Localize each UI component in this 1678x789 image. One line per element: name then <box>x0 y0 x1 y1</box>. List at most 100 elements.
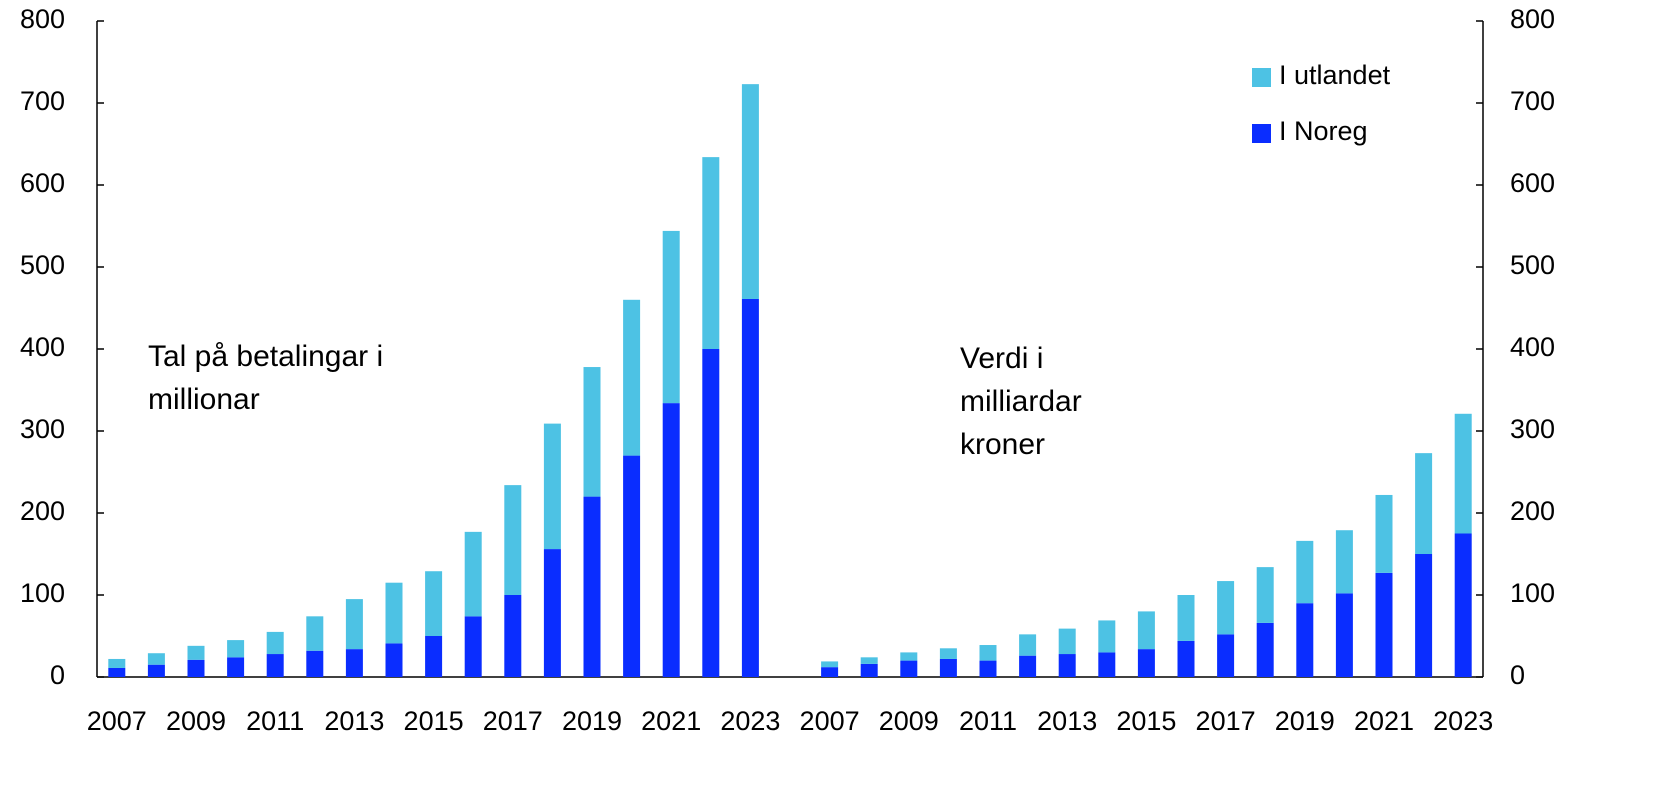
bar-segment <box>464 531 482 617</box>
bar-segment <box>623 455 641 677</box>
bar-segment <box>425 636 443 677</box>
bar-segment <box>425 571 443 636</box>
bar-segment <box>504 595 522 677</box>
x-tick-label: 2011 <box>959 706 1017 736</box>
bar-segment <box>860 663 878 677</box>
bar-segment <box>385 643 403 677</box>
y2-tick-label: 600 <box>1510 168 1555 198</box>
bar-segment <box>1217 634 1235 677</box>
bar-segment <box>306 616 324 651</box>
bar-segment <box>979 660 997 677</box>
bar-segment <box>1375 494 1393 573</box>
y2-tick-label: 300 <box>1510 414 1555 444</box>
bar-segment <box>1375 572 1393 677</box>
y-tick-label: 600 <box>20 168 65 198</box>
x-tick-label: 2007 <box>800 706 860 736</box>
bar-segment <box>741 84 759 299</box>
bar-segment <box>821 667 839 677</box>
x-tick-label: 2011 <box>246 706 304 736</box>
bar-segment <box>543 423 561 550</box>
legend-swatch <box>1252 124 1271 143</box>
y-tick-label: 100 <box>20 578 65 608</box>
bar-segment <box>1098 620 1116 653</box>
bar-segment <box>1177 595 1195 641</box>
y2-tick-label: 800 <box>1510 4 1555 34</box>
legend-label: I Noreg <box>1279 116 1368 146</box>
bar-segment <box>345 599 363 650</box>
x-tick-label: 2023 <box>1433 706 1493 736</box>
x-tick-label: 2019 <box>562 706 622 736</box>
bar-segment <box>227 640 245 658</box>
bar-segment <box>939 648 957 659</box>
annotation: millionar <box>148 383 260 416</box>
bar-segment <box>662 230 680 404</box>
bar-segment <box>702 157 720 349</box>
bar-segment <box>266 654 284 677</box>
bar-segment <box>1019 634 1037 656</box>
x-tick-label: 2007 <box>87 706 147 736</box>
annotation: Tal på betalingar i <box>148 340 383 373</box>
y2-tick-label: 0 <box>1510 660 1525 690</box>
bar-segment <box>1296 603 1314 677</box>
bar-segment <box>147 653 165 665</box>
y-tick-label: 200 <box>20 496 65 526</box>
bar-segment <box>1058 628 1076 655</box>
bar-segment <box>227 657 245 677</box>
bar-segment <box>1019 655 1037 677</box>
x-tick-label: 2019 <box>1275 706 1335 736</box>
x-tick-label: 2009 <box>166 706 226 736</box>
bar-segment <box>1415 554 1433 677</box>
bar-segment <box>1256 567 1274 623</box>
x-tick-label: 2015 <box>1116 706 1176 736</box>
bar-segment <box>345 649 363 677</box>
bar-segment <box>1177 640 1195 677</box>
x-tick-label: 2015 <box>404 706 464 736</box>
x-tick-label: 2013 <box>1037 706 1097 736</box>
y2-tick-label: 700 <box>1510 86 1555 116</box>
annotation: Verdi i <box>960 342 1043 375</box>
annotation: kroner <box>960 428 1045 461</box>
bar-segment <box>1335 593 1353 677</box>
bar-segment <box>702 349 720 677</box>
bar-segment <box>1058 654 1076 677</box>
y2-tick-label: 500 <box>1510 250 1555 280</box>
bar-segment <box>860 657 878 664</box>
y-tick-label: 700 <box>20 86 65 116</box>
bar-segment <box>543 549 561 677</box>
y2-tick-label: 400 <box>1510 332 1555 362</box>
legend-label: I utlandet <box>1279 60 1391 90</box>
bar-segment <box>1415 453 1433 554</box>
x-tick-label: 2021 <box>1354 706 1414 736</box>
x-tick-label: 2017 <box>1196 706 1256 736</box>
bar-segment <box>108 658 126 668</box>
y-tick-label: 0 <box>50 660 65 690</box>
x-tick-label: 2013 <box>324 706 384 736</box>
x-tick-label: 2023 <box>720 706 780 736</box>
bar-segment <box>187 645 205 660</box>
bar-segment <box>1335 530 1353 594</box>
bar-segment <box>900 660 918 677</box>
bar-segment <box>623 299 641 456</box>
bar-segment <box>1296 540 1314 604</box>
bar-segment <box>306 650 324 677</box>
bar-segment <box>741 298 759 677</box>
bar-segment <box>1256 622 1274 677</box>
bar-segment <box>1454 413 1472 534</box>
bar-segment <box>1137 649 1155 677</box>
y-tick-label: 300 <box>20 414 65 444</box>
bar-segment <box>385 582 403 644</box>
bar-segment <box>821 661 839 668</box>
x-tick-label: 2021 <box>641 706 701 736</box>
bar-segment <box>1137 611 1155 650</box>
x-tick-label: 2009 <box>879 706 939 736</box>
bar-segment <box>1098 652 1116 677</box>
legend-swatch <box>1252 68 1271 87</box>
annotation: milliardar <box>960 385 1082 418</box>
y-tick-label: 500 <box>20 250 65 280</box>
bar-segment <box>187 659 205 677</box>
y2-tick-label: 200 <box>1510 496 1555 526</box>
y-tick-label: 800 <box>20 4 65 34</box>
y2-tick-label: 100 <box>1510 578 1555 608</box>
bar-segment <box>583 496 601 677</box>
